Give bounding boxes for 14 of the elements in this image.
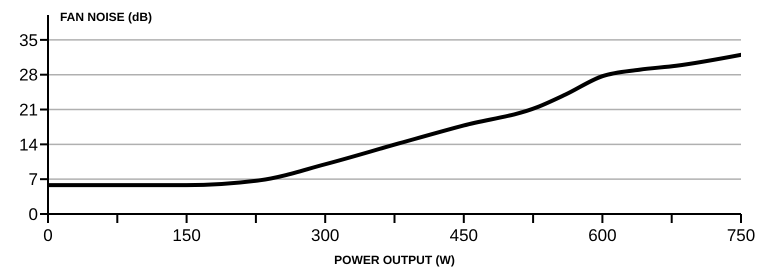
x-tick-label: 600 [588, 226, 617, 246]
x-axis-title: POWER OUTPUT (W) [334, 253, 455, 267]
y-tick-label: 28 [19, 66, 38, 85]
y-tick-label: 21 [19, 100, 38, 120]
x-tick-label: 150 [172, 226, 201, 246]
x-tick-label: 450 [450, 226, 478, 246]
y-tick-label: 35 [19, 30, 38, 50]
y-tick-label: 0 [28, 205, 38, 224]
x-tick-label: 0 [43, 226, 53, 246]
y-tick-label: 14 [19, 135, 38, 154]
y-tick-label: 7 [28, 170, 38, 190]
y-axis-title: FAN NOISE (dB) [60, 10, 152, 24]
x-tick-label: 300 [311, 226, 340, 246]
x-tick-label: 750 [726, 226, 756, 246]
